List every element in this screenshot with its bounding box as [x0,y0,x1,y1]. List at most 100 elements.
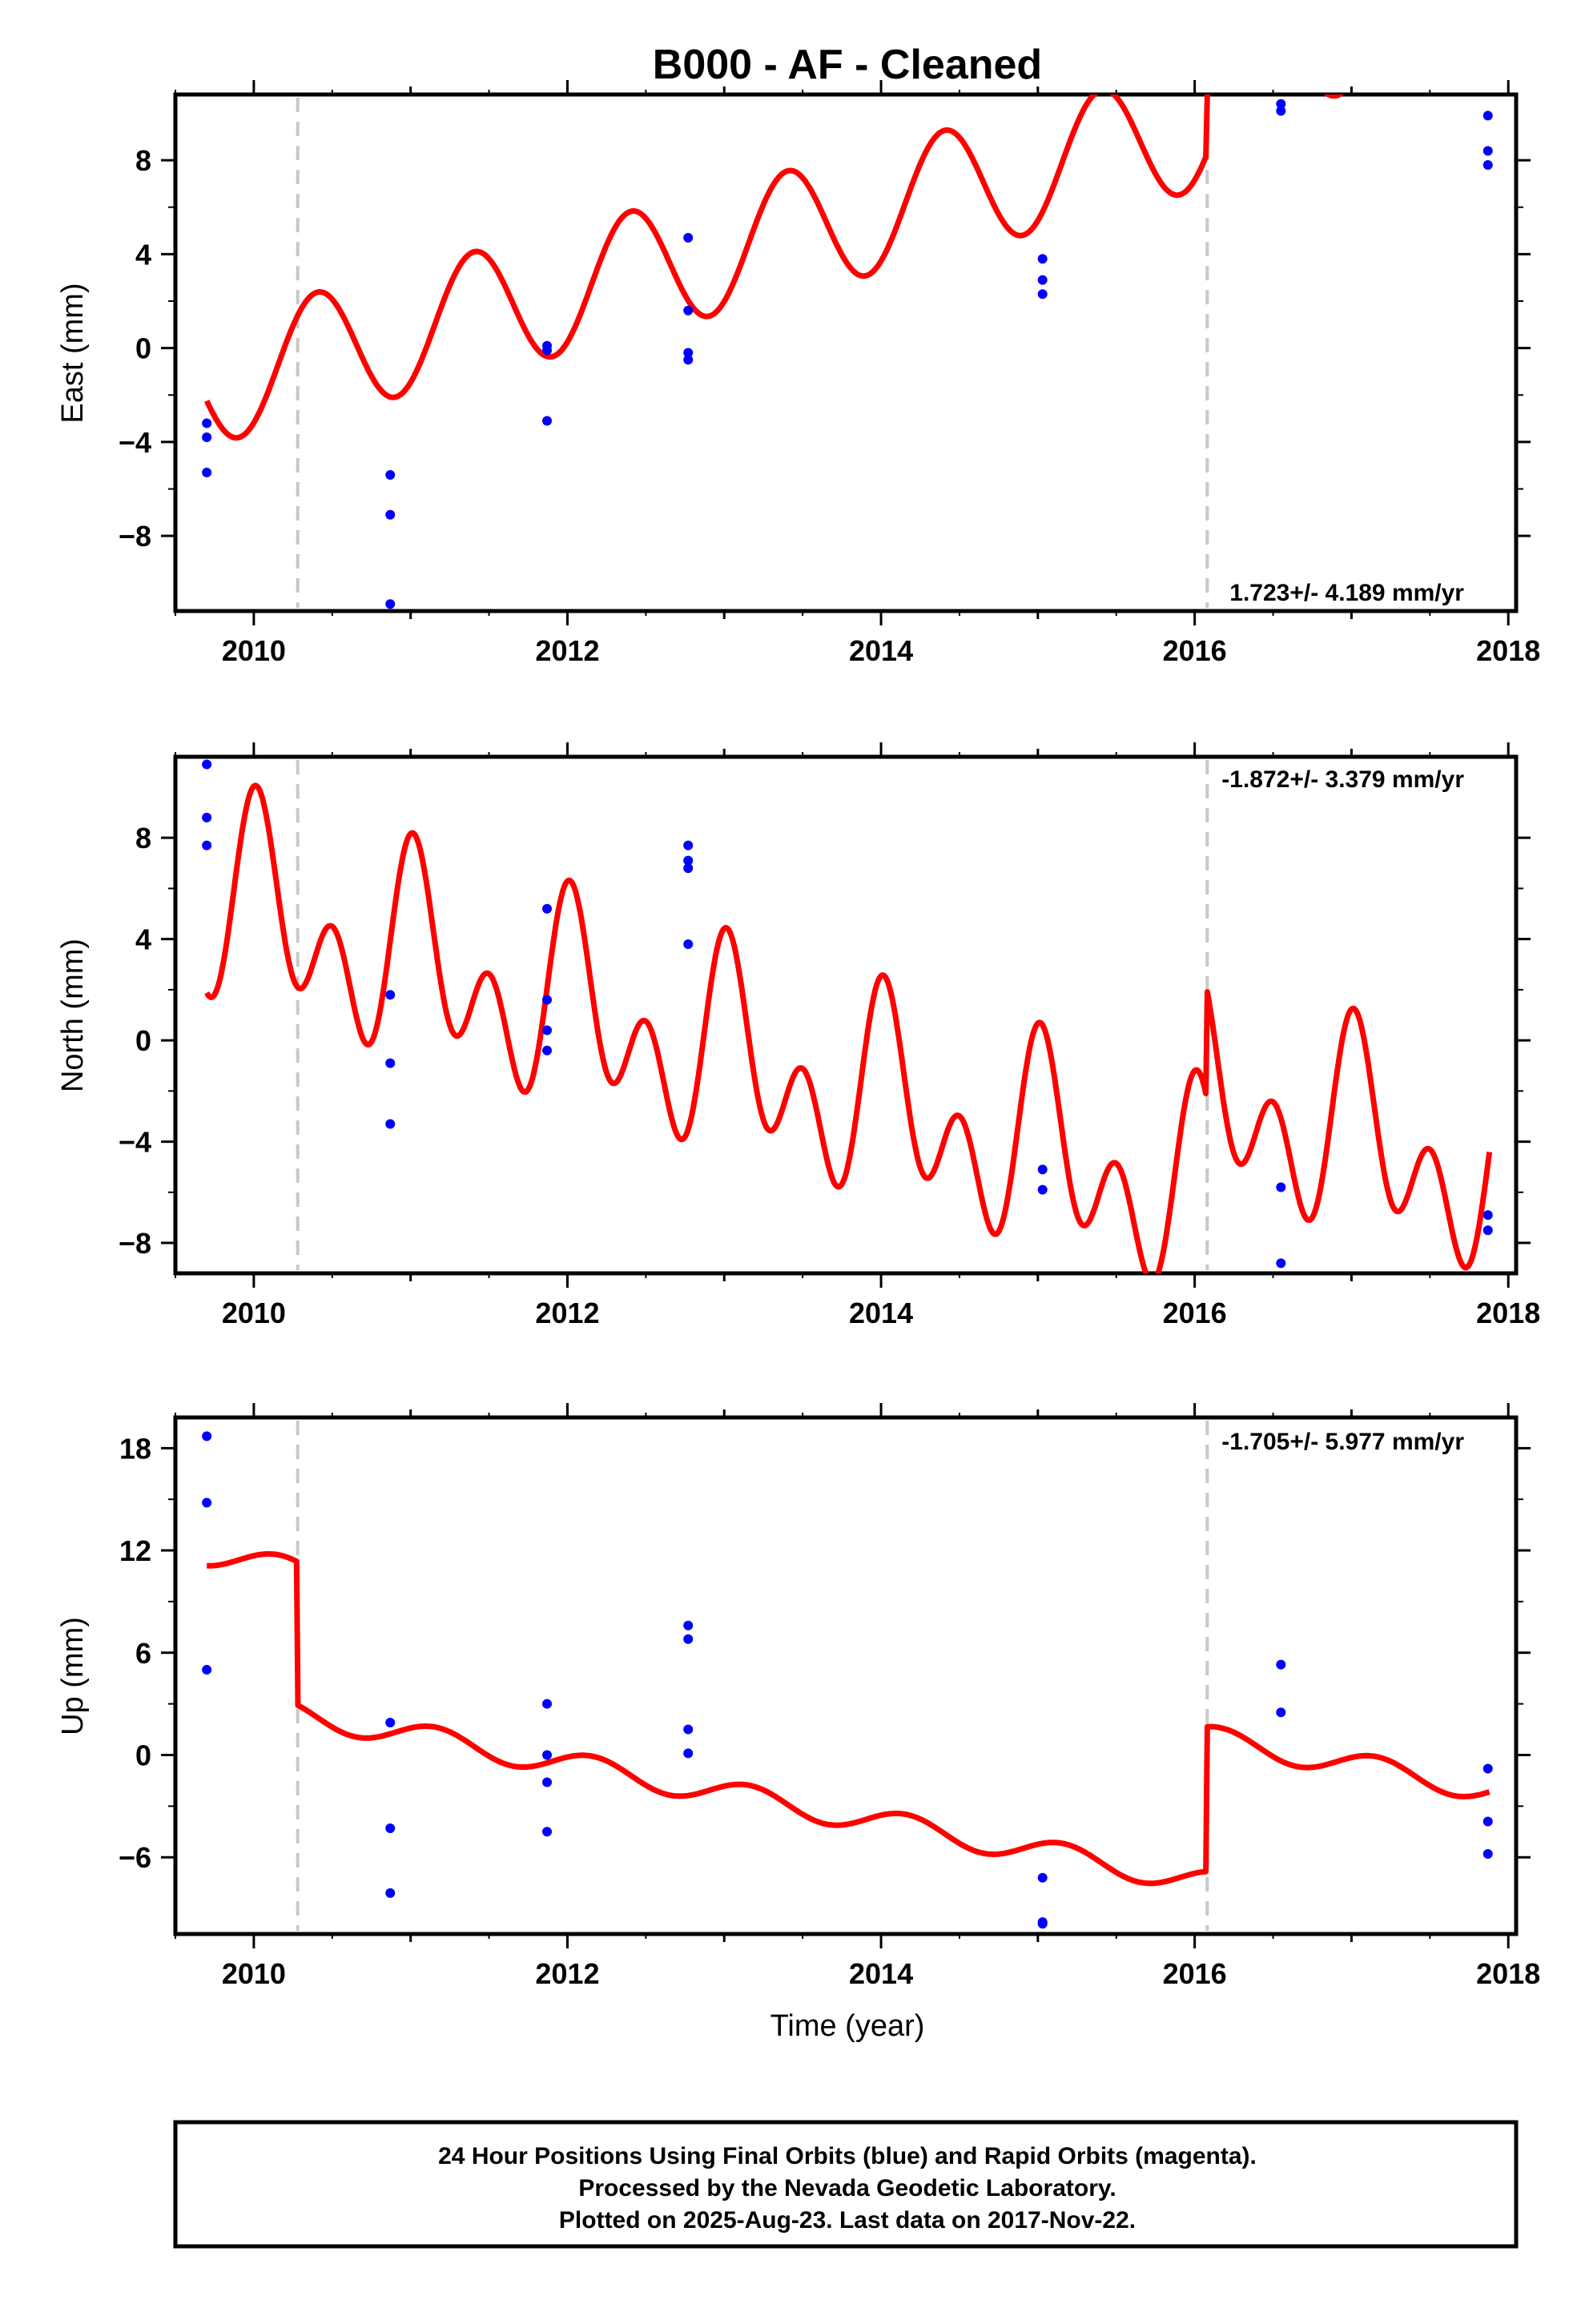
up-y-tick-label: 12 [119,1534,151,1567]
north-data-point [202,840,212,850]
up-data-point [683,1634,694,1644]
east-data-point [542,345,553,356]
east-data-point [385,509,396,520]
north-data-point [683,840,694,850]
east-data-point [683,305,694,316]
east-x-tick-label: 2014 [849,634,913,667]
up-data-point [542,1750,553,1760]
north-x-tick-label: 2010 [222,1297,286,1329]
east-x-tick-label: 2016 [1163,634,1227,667]
north-data-point [202,812,212,822]
north-y-tick-label: −4 [119,1126,151,1159]
east-data-point [385,599,396,609]
up-data-point [1482,1763,1493,1774]
north-x-tick-label: 2016 [1163,1297,1227,1329]
up-panel: 2010 2012 2014 2016 2018 −6 0 6 12 18 Up (mm) -1… [56,1403,1540,1990]
up-y-tick-label: −6 [119,1841,151,1874]
north-data-point [385,990,396,1000]
north-data-point [542,1025,553,1035]
north-y-tick-label: 8 [135,822,151,854]
north-data-point [1276,1182,1286,1192]
up-data-point [1276,1659,1286,1670]
north-data-point [385,1119,396,1129]
up-data-point [542,1699,553,1709]
north-y-tick-label: 4 [135,923,151,956]
up-data-point [385,1888,396,1898]
footer-line-2: Processed by the Nevada Geodetic Laborat… [578,2175,1116,2201]
up-data-point [542,1777,553,1787]
up-data-point [1037,1919,1048,1929]
east-data-point [683,355,694,365]
north-data-point [1482,1210,1493,1220]
up-rate-label: -1.705+/- 5.977 mm/yr [1221,1429,1464,1455]
up-x-tick-label: 2010 [222,1957,286,1990]
x-axis-label: Time (year) [770,2009,925,2043]
east-data-point [1037,254,1048,264]
east-plot-frame [173,92,1519,613]
up-plot-frame [173,1415,1519,1936]
east-data-point [1037,289,1048,300]
east-data-point [1276,99,1286,109]
north-data-point [1037,1164,1048,1175]
north-data-point [542,995,553,1005]
east-model-curve [204,94,1345,441]
up-x-tick-label: 2012 [535,1957,599,1990]
up-x-tick-label: 2016 [1163,1957,1227,1990]
east-data-point [1276,106,1286,116]
up-data-point [683,1724,694,1735]
east-data-point [202,418,212,428]
north-data-point [683,855,694,866]
north-x-tick-label: 2014 [849,1297,913,1329]
footer-line-1: 24 Hour Positions Using Final Orbits (bl… [438,2143,1257,2169]
north-y-tick-label: −8 [119,1227,151,1260]
east-rate-label: 1.723+/- 4.189 mm/yr [1229,580,1464,606]
east-panel: 2010 2012 2014 2016 2018 −8 −4 0 4 8 East (mm) 1… [56,80,1540,667]
up-data-point [1482,1848,1493,1859]
east-y-axis-label: East (mm) [56,283,90,423]
chart-title: B000 - AF - Cleaned [653,42,1042,88]
east-x-tick-label: 2018 [1476,634,1540,667]
up-data-point [202,1665,212,1675]
north-data-point [1482,1225,1493,1236]
north-model-curve [204,782,1493,1273]
east-data-point [1482,146,1493,156]
up-x-tick-label: 2014 [849,1957,913,1990]
north-plot-frame [173,754,1519,1276]
up-data-point [683,1620,694,1630]
east-y-tick-label: 8 [135,144,151,177]
east-data-point [1482,159,1493,170]
east-data-point [542,416,553,426]
east-data-point [385,469,396,480]
up-data-point [1037,1872,1048,1883]
east-y-tick-label: −4 [119,426,151,459]
east-x-tick-label: 2012 [535,634,599,667]
east-y-tick-label: −8 [119,520,151,553]
up-data-point [1482,1816,1493,1827]
up-y-axis-label: Up (mm) [56,1617,90,1735]
north-rate-label: -1.872+/- 3.379 mm/yr [1221,766,1464,793]
up-data-point [385,1823,396,1834]
north-y-tick-label: 0 [135,1024,151,1057]
up-x-tick-label: 2018 [1476,1957,1540,1990]
north-data-point [1276,1258,1286,1269]
east-data-point [1037,275,1048,285]
north-x-tick-label: 2012 [535,1297,599,1329]
east-data-point [683,232,694,243]
up-model-curve [205,1550,1491,1887]
east-data-point [1482,111,1493,121]
east-x-tick-label: 2010 [222,634,286,667]
east-data-point [202,432,212,443]
footer-line-3: Plotted on 2025-Aug-23. Last data on 201… [559,2207,1136,2234]
north-y-axis-label: North (mm) [56,939,90,1092]
east-data-point [683,348,694,358]
up-y-tick-label: 18 [119,1432,151,1465]
east-y-tick-label: 4 [135,238,151,271]
north-data-point [542,903,553,914]
up-data-point [385,1718,396,1728]
up-data-point [202,1431,212,1441]
east-y-tick-label: 0 [135,332,151,365]
up-y-tick-label: 6 [135,1637,151,1670]
north-data-point [542,1045,553,1055]
